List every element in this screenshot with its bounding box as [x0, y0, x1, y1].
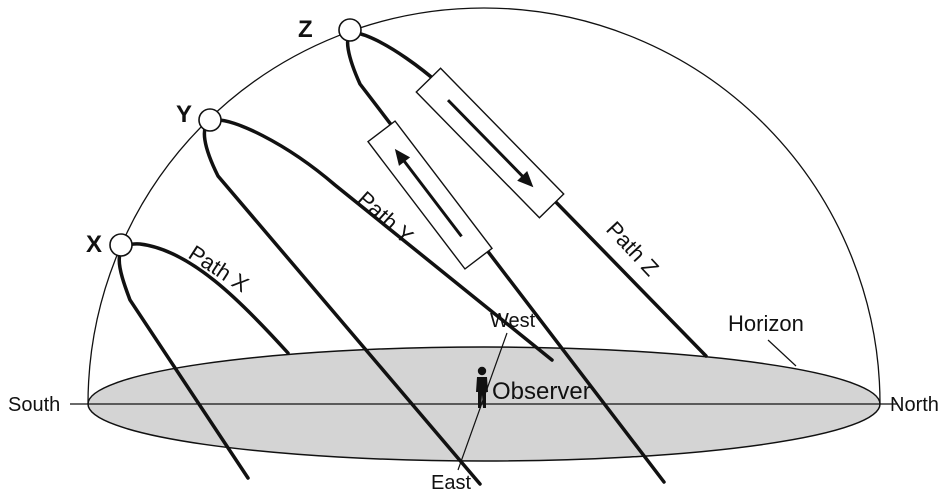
horizon-label: Horizon [728, 311, 804, 336]
sun-position-x [110, 234, 132, 256]
path-label-z: Path Z [601, 216, 663, 280]
celestial-dome [88, 8, 880, 404]
direction-south: South [8, 394, 60, 416]
horizon-leader-line [768, 340, 796, 366]
observer-label: Observer [492, 378, 591, 405]
direction-east: East [431, 472, 471, 494]
sun-position-y [199, 109, 221, 131]
sun-position-z [339, 19, 361, 41]
direction-west: West [490, 310, 536, 332]
point-label-y: Y [176, 101, 192, 128]
path-label-x: Path X [184, 240, 253, 297]
point-label-x: X [86, 231, 102, 258]
direction-north: North [890, 394, 939, 416]
point-label-z: Z [298, 16, 313, 43]
